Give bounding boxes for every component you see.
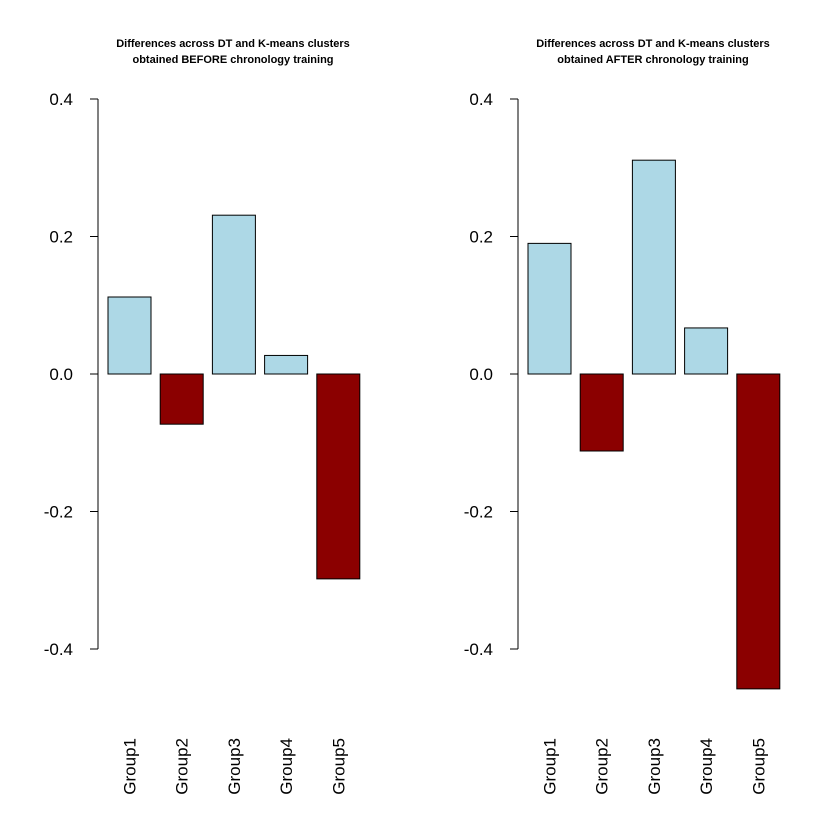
- y-tick-label: -0.4: [44, 640, 73, 659]
- chart-title-after: Differences across DT and K-means cluste…: [536, 38, 770, 50]
- y-tick-label: 0.4: [469, 90, 493, 109]
- x-category-label: Group2: [593, 738, 612, 795]
- bar-group3: [631, 159, 676, 375]
- panel-before: Differences across DT and K-means cluste…: [44, 38, 361, 795]
- x-category-label: Group2: [173, 738, 192, 795]
- bar-group2: [159, 373, 204, 425]
- bars-before: [107, 214, 361, 580]
- panel-after: Differences across DT and K-means cluste…: [464, 38, 781, 795]
- x-category-label: Group3: [645, 738, 664, 795]
- y-tick-label: 0.0: [469, 365, 493, 384]
- bar-group1: [527, 242, 572, 375]
- bar-group5: [316, 373, 361, 580]
- y-tick-label: -0.2: [44, 503, 73, 522]
- chart-subtitle-before: obtained BEFORE chronology training: [132, 54, 333, 66]
- x-category-label: Group1: [121, 738, 140, 795]
- chart-subtitle-after: obtained AFTER chronology training: [557, 54, 748, 66]
- x-labels-before: Group1 Group2 Group3 Group4 Group5: [121, 738, 349, 795]
- y-tick-label: 0.0: [49, 365, 73, 384]
- y-tick-label: 0.4: [49, 90, 73, 109]
- y-tick-label: 0.2: [469, 228, 493, 247]
- y-axis-after: 0.4 0.2 0.0 -0.2 -0.4: [464, 90, 519, 659]
- y-axis-before: 0.4 0.2 0.0 -0.2 -0.4: [44, 90, 99, 659]
- bar-group4: [684, 327, 729, 375]
- x-labels-after: Group1 Group2 Group3 Group4 Group5: [541, 738, 769, 795]
- x-category-label: Group3: [225, 738, 244, 795]
- bar-group3: [211, 214, 256, 375]
- x-category-label: Group5: [749, 738, 768, 795]
- bar-group5: [736, 373, 781, 690]
- bar-group1: [107, 296, 152, 375]
- bar-group2: [579, 373, 624, 452]
- y-tick-label: 0.2: [49, 228, 73, 247]
- x-category-label: Group5: [329, 738, 348, 795]
- bars-after: [527, 159, 781, 690]
- y-tick-label: -0.4: [464, 640, 493, 659]
- x-category-label: Group4: [277, 738, 296, 795]
- y-tick-label: -0.2: [464, 503, 493, 522]
- x-category-label: Group1: [541, 738, 560, 795]
- x-category-label: Group4: [697, 738, 716, 795]
- chart-title-before: Differences across DT and K-means cluste…: [116, 38, 350, 50]
- bar-group4: [264, 354, 309, 375]
